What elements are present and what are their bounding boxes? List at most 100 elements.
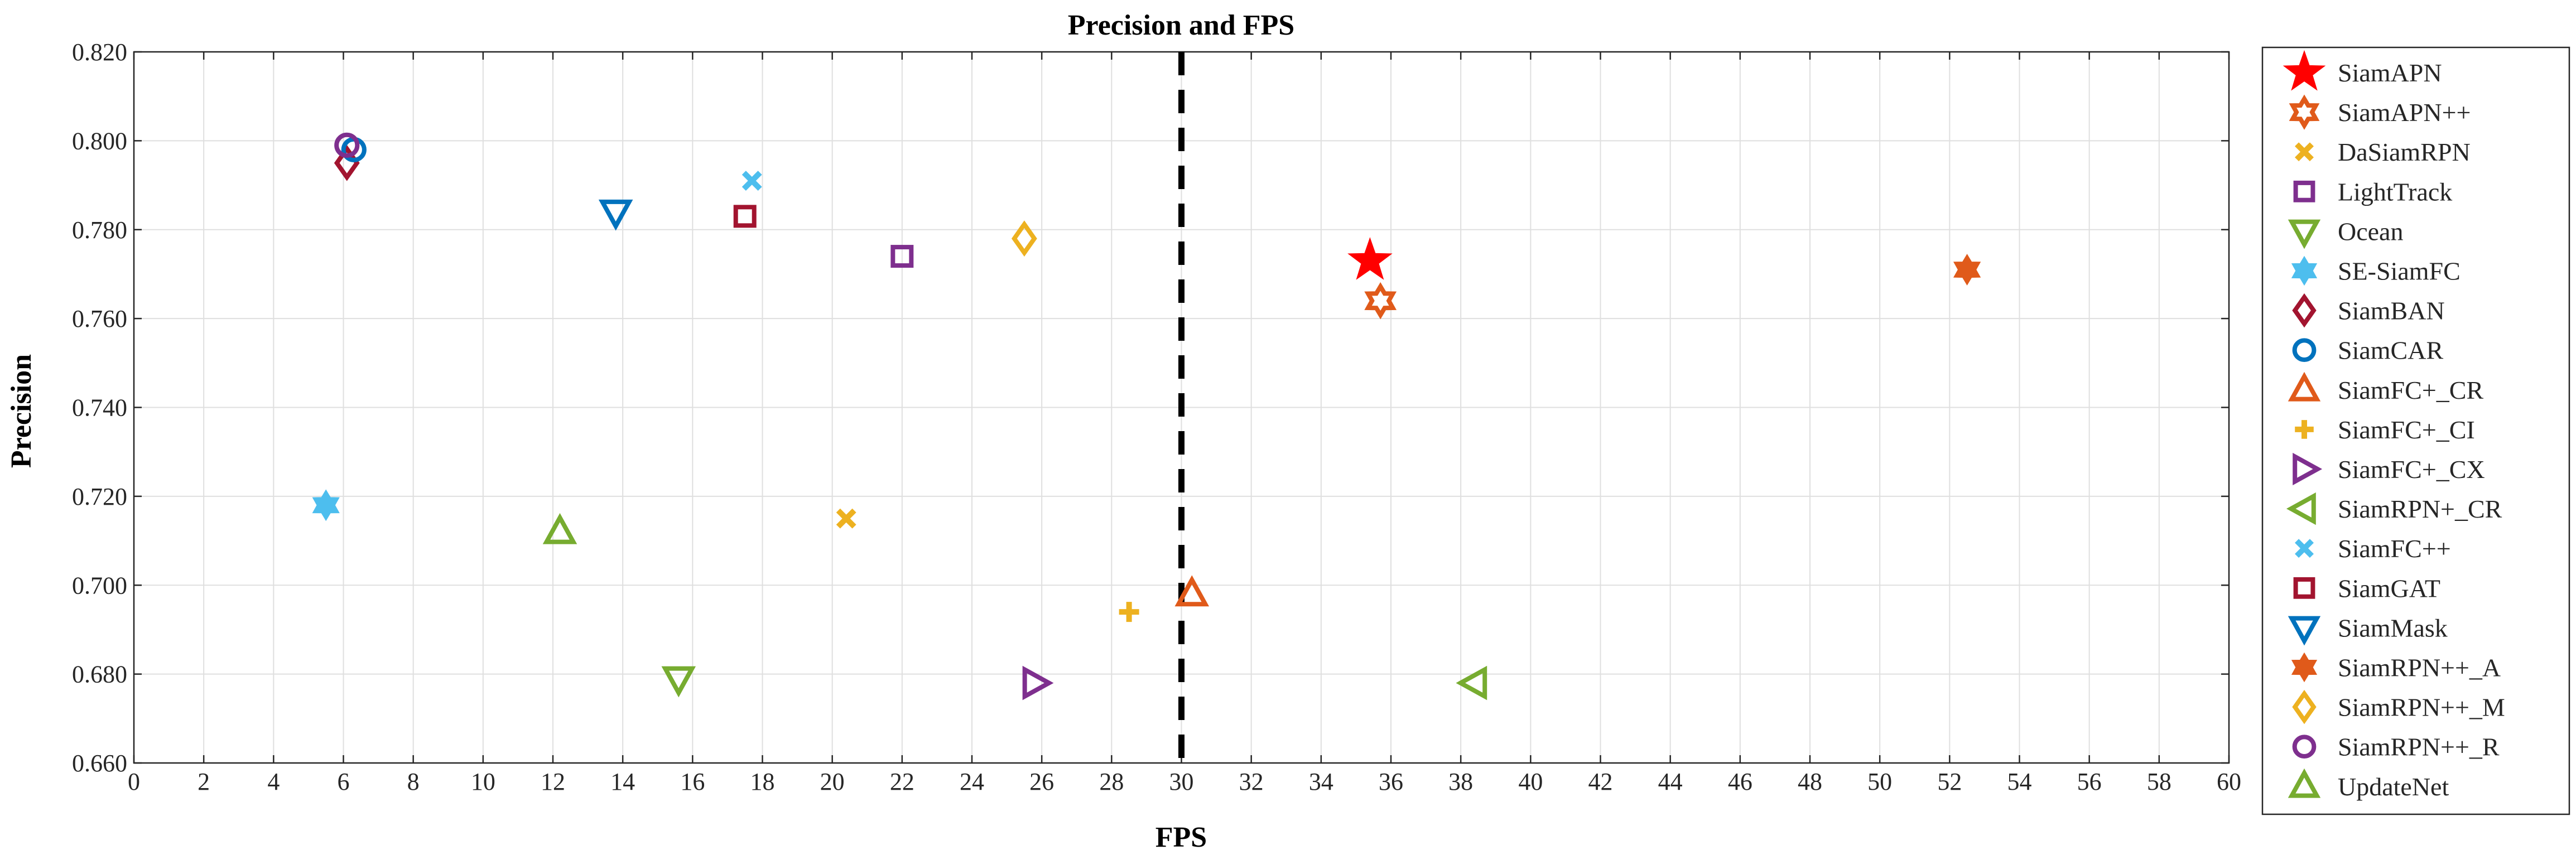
y-tick-label: 0.700 [72,572,127,599]
legend-label-siamcar: SiamCAR [2338,336,2443,365]
legend-marker-siamfc-cx [2293,452,2323,486]
data-point-siamrpn-a [1953,254,1981,286]
x-tick-label: 0 [128,768,140,795]
x-tick-label: 58 [2147,768,2171,795]
legend-label-lighttrack: LightTrack [2338,177,2452,206]
legend-marker-dasiamrpn-stroke [2295,142,2314,162]
y-tick-label: 0.820 [72,38,127,66]
x-tick-label: 28 [1099,768,1124,795]
x-tick-label: 32 [1239,768,1264,795]
data-point-lighttrack [890,245,914,268]
legend-marker-siamgat [2293,577,2315,599]
legend-label-siamban: SiamBAN [2338,297,2445,325]
x-tick-label: 20 [820,768,845,795]
data-point-se-siamfc [312,489,340,521]
x-tick-label: 24 [960,768,984,795]
legend-label-ocean: Ocean [2338,217,2403,245]
legend-marker-siamfc-ci [2295,420,2314,439]
x-tick-label: 12 [541,768,565,795]
legend-label-siamapn-: SiamAPN++ [2338,98,2471,127]
y-tick-label: 0.800 [72,127,127,154]
x-tick-label: 60 [2217,768,2241,795]
data-point-siamfc-ci [1119,602,1139,622]
legend-marker-siamban [2292,293,2317,328]
data-point-siammask [598,199,633,231]
legend-marker-updatenet [2288,768,2321,798]
legend-marker-ocean [2288,219,2321,249]
x-axis-label: FPS [1155,822,1207,853]
x-tick-label: 40 [1518,768,1543,795]
x-tick-label: 52 [1937,768,1962,795]
legend-label-updatenet: UpdateNet [2338,772,2449,801]
legend-label-siamrpn-cr: SiamRPN+_CR [2338,495,2502,523]
legend-marker-siamapn- [2289,94,2320,130]
y-tick-label: 0.720 [72,483,127,510]
legend-marker-siamapn [2283,50,2326,91]
legend-marker-siamrpn-r [2292,735,2317,759]
legend-label-se-siamfc: SE-SiamFC [2338,257,2461,286]
x-tick-label: 44 [1658,768,1683,795]
legend: SiamAPN SiamAPN++ DaSiamRPN LightTrack Ocean… [2261,46,2570,815]
x-tick-label: 38 [1448,768,1473,795]
legend-marker-siamrpn-cr [2286,492,2316,525]
data-point-siamrpn-m [1011,220,1037,257]
legend-marker-siamrpn-a [2291,652,2318,683]
grid [133,51,2230,764]
x-tick-label: 6 [338,768,350,795]
chart-title: Precision and FPS [1068,9,1294,41]
legend-label-siamfc-cx: SiamFC+_CX [2338,455,2485,484]
data-point-siamapn [1347,237,1393,280]
data-point-dasiamrpn-stroke [836,508,856,529]
y-tick-label: 0.660 [72,750,127,777]
legend-label-siamapn: SiamAPN [2338,59,2442,87]
legend-label-siamrpn-m: SiamRPN++_M [2338,693,2505,722]
x-tick-label: 22 [890,768,914,795]
legend-marker-se-siamfc [2291,255,2318,286]
x-tick-label: 36 [1379,768,1403,795]
x-tick-label: 16 [680,768,705,795]
y-tick-label: 0.760 [72,305,127,332]
y-tick-label: 0.780 [72,216,127,244]
x-tick-label: 2 [198,768,210,795]
data-point-siamrpn-r [334,132,360,158]
legend-label-siammask: SiamMask [2338,614,2448,642]
x-tick-label: 50 [1867,768,1892,795]
legend-label-siamfc-: SiamFC++ [2338,534,2451,563]
legend-label-siamrpn-a: SiamRPN++_A [2338,654,2501,682]
legend-marker-siamrpn-m [2292,689,2317,724]
y-tick-label: 0.740 [72,394,127,422]
x-tick-label: 8 [407,768,420,795]
legend-label-siamgat: SiamGAT [2338,574,2440,602]
legend-marker-siammask [2288,616,2321,646]
legend-marker-siamcar [2292,338,2317,363]
legend-label-siamfc-cr: SiamFC+_CR [2338,376,2483,404]
x-tick-label: 26 [1029,768,1054,795]
legend-label-siamrpn-r: SiamRPN++_R [2338,733,2500,761]
x-tick-label: 48 [1798,768,1822,795]
data-point-siamfc- [741,171,762,191]
x-tick-label: 34 [1309,768,1333,795]
legend-label-dasiamrpn: DaSiamRPN [2338,138,2471,166]
legend-marker-siamfc- [2295,539,2314,558]
x-tick-label: 46 [1728,768,1752,795]
x-tick-label: 30 [1169,768,1194,795]
legend-label-siamfc-ci: SiamFC+_CI [2338,416,2475,444]
x-tick-label: 14 [610,768,635,795]
y-tick-label: 0.680 [72,661,127,688]
data-point-siamgat [733,205,757,228]
legend-marker-siamfc-cr [2288,371,2321,402]
data-point-siamrpn-cr [1456,665,1487,701]
legend-marker-dasiamrpn [2295,142,2314,162]
x-tick-label: 54 [2007,768,2032,795]
data-points [312,52,1981,763]
legend-marker-lighttrack [2293,180,2315,202]
x-tick-label: 4 [267,768,280,795]
data-point-siamapn- [1364,282,1397,320]
x-tick-label: 42 [1588,768,1613,795]
x-tick-label: 56 [2077,768,2102,795]
data-point-siamfc--stroke [741,171,762,191]
legend-marker-siamfc--stroke [2295,539,2314,558]
x-tick-label: 18 [750,768,775,795]
